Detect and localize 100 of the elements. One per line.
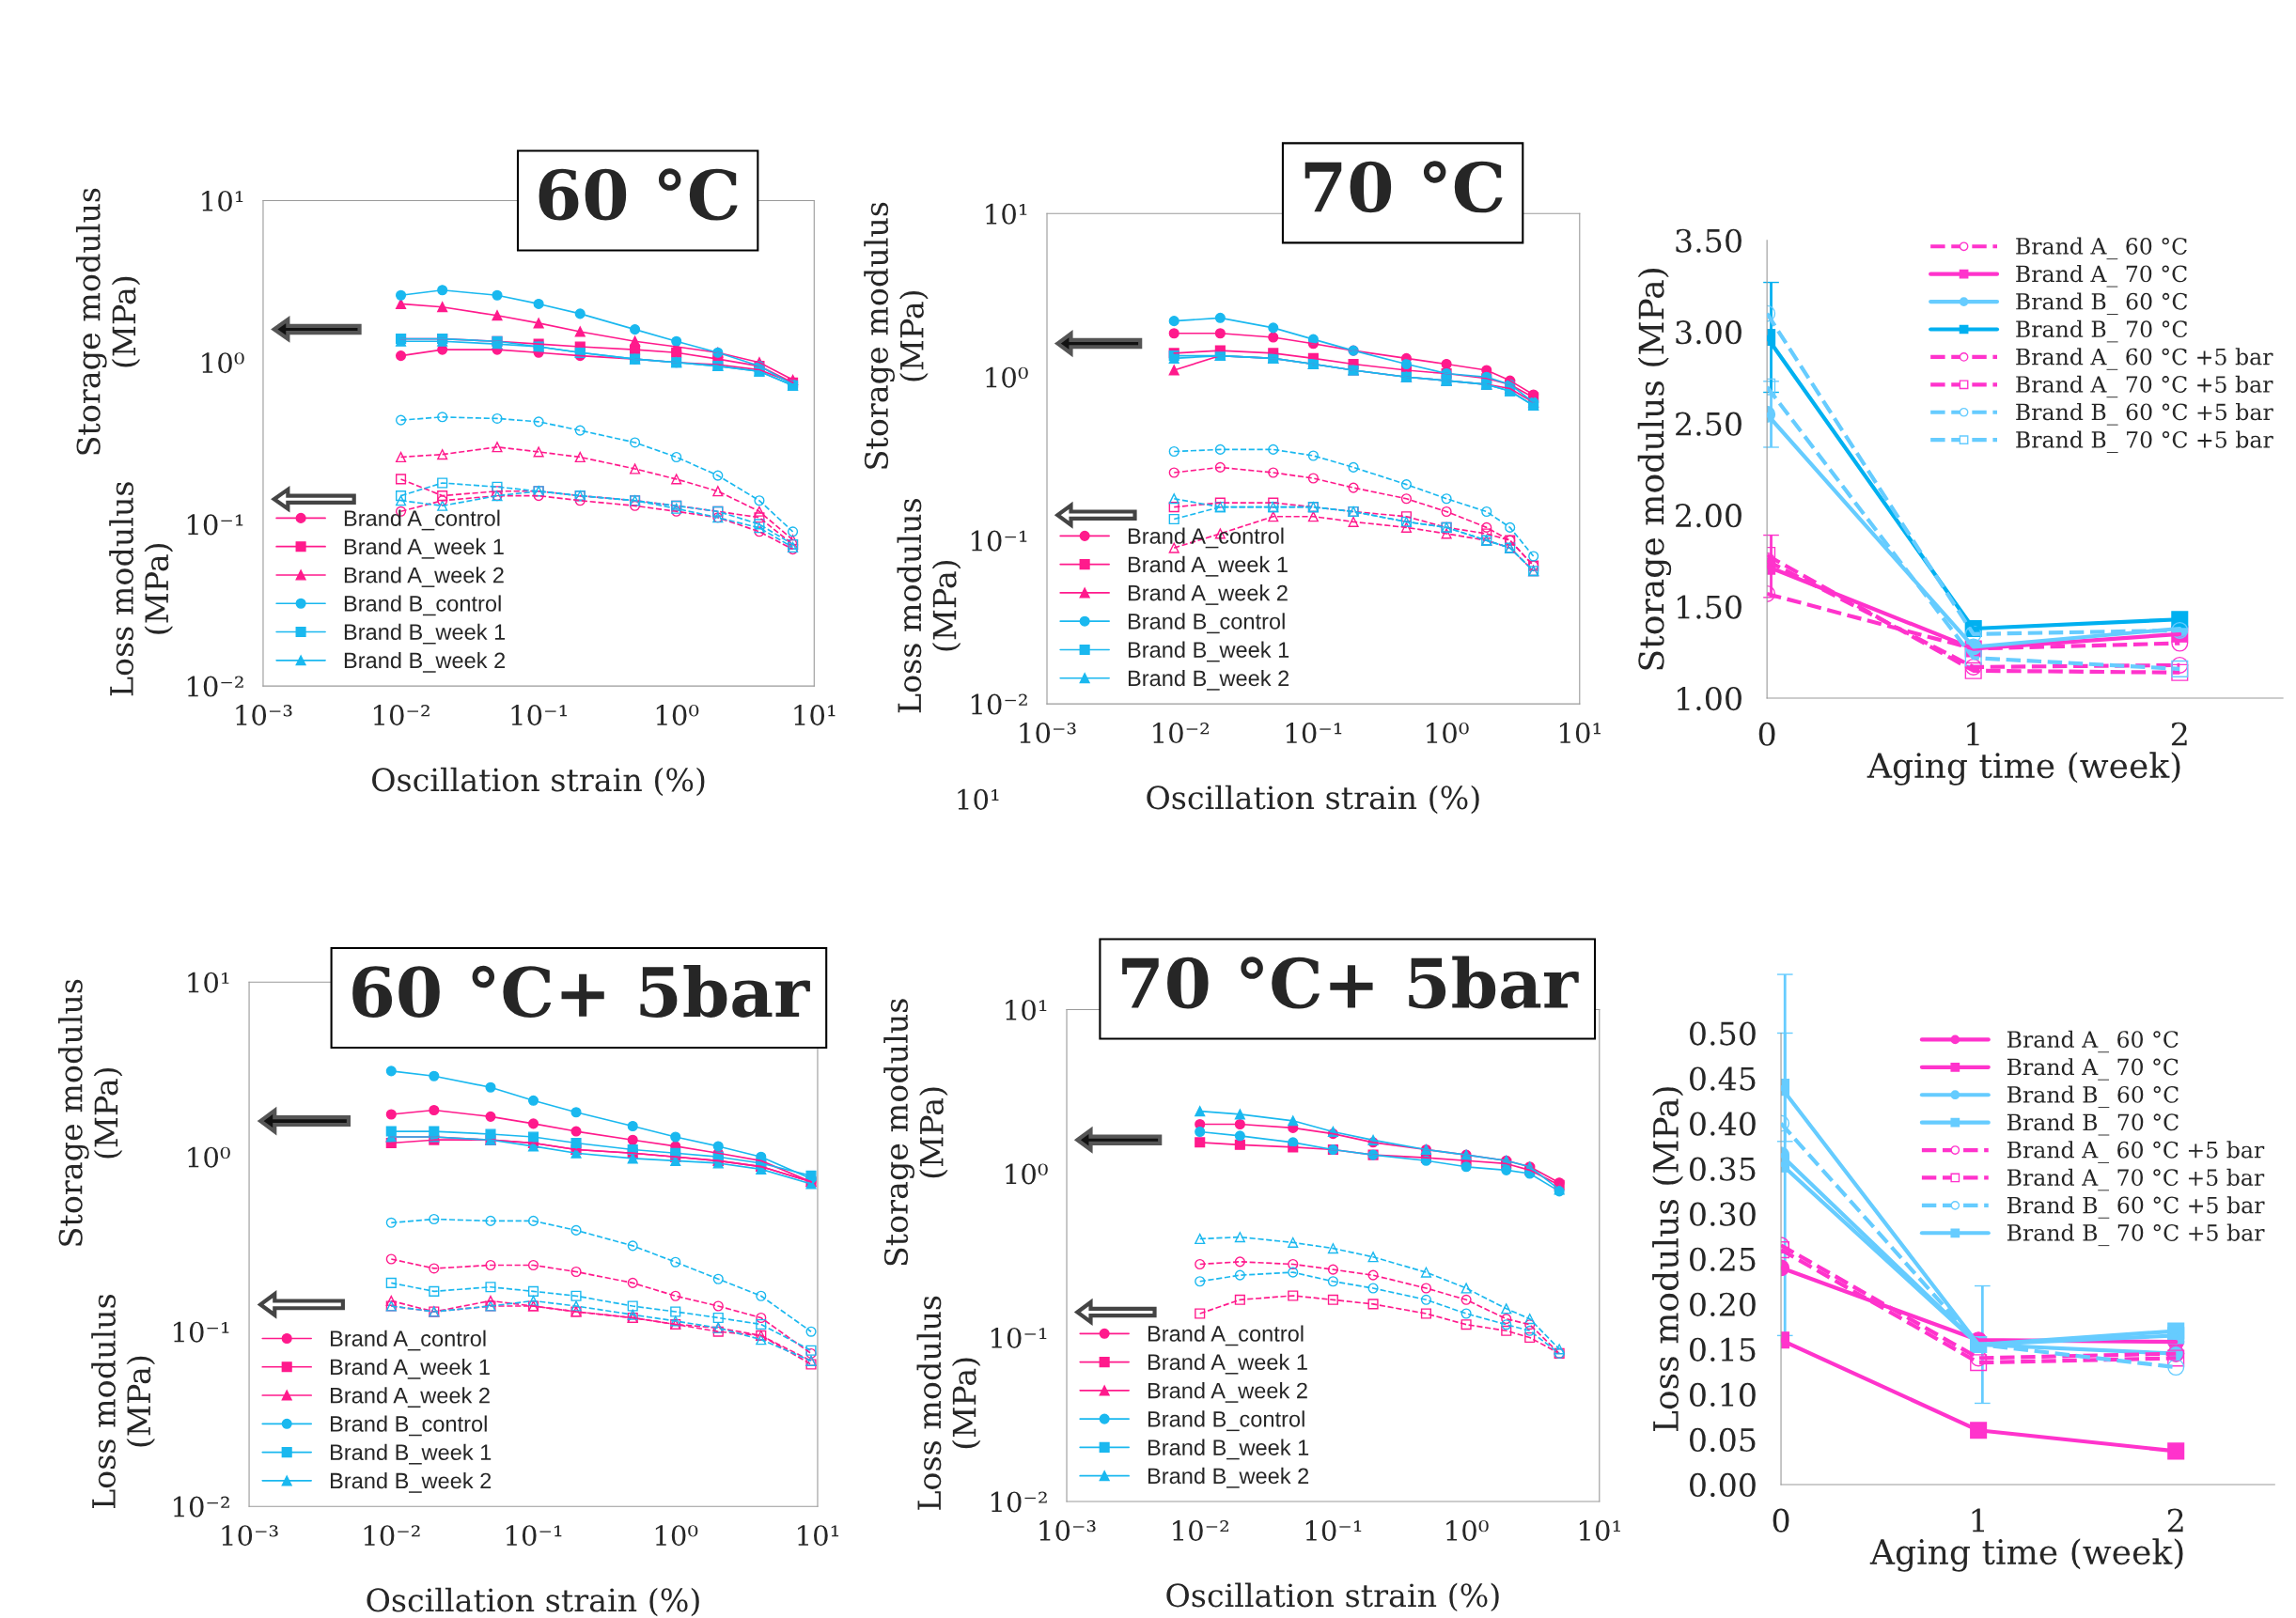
legend-label: Brand B_week 2 <box>344 651 506 673</box>
legend-label: Brand A_ 70 °C <box>2016 265 2187 288</box>
y-axis-title: Loss modulus (MPa) <box>1652 1087 1684 1432</box>
y-tick-label: 10¹ <box>986 203 1027 225</box>
legend-label: Brand A_week 2 <box>1148 1382 1307 1403</box>
y-tick-label: 0.25 <box>1690 1247 1756 1271</box>
y-tick-label: 0.40 <box>1690 1112 1756 1136</box>
x-axis-title: Aging time (week) <box>1869 1538 2183 1572</box>
y-tick-label: 0.15 <box>1690 1337 1756 1361</box>
text: Loss modulus (MPa) <box>91 1294 156 1509</box>
y-tick-label: 10⁰ <box>1006 1163 1048 1185</box>
y-tick-label: 2.50 <box>1676 412 1742 436</box>
y-tick-label: 10¹ <box>202 190 243 212</box>
x-axis-title: Aging time (week) <box>1866 752 2180 786</box>
x-tick-label: 0 <box>1758 722 1775 746</box>
legend-label: Brand B_week 1 <box>1148 1439 1309 1460</box>
x-tick-label: 10⁻² <box>364 1525 420 1547</box>
legend-label: Brand B_week 1 <box>1128 641 1289 662</box>
legend-label: Brand B_week 2 <box>1148 1467 1309 1488</box>
x-tick-label: 10⁻¹ <box>511 705 567 726</box>
y-tick-label: 0.00 <box>1690 1472 1756 1498</box>
legend-label: Brand A_week 2 <box>344 567 504 587</box>
legend-label: Brand B_week 1 <box>331 1443 492 1465</box>
y-tick-label: 1.00 <box>1677 686 1742 711</box>
y-tick-label: 10⁻¹ <box>971 530 1027 552</box>
x-tick-label: 10⁻³ <box>1039 1519 1096 1542</box>
legend-label: Brand B_ 60 °C <box>2016 292 2188 315</box>
legend-label: Brand A_week 2 <box>331 1387 490 1408</box>
x-tick-label: 10⁰ <box>655 1525 698 1547</box>
legend-label: Brand B_control <box>1128 613 1285 634</box>
x-tick-label: 10⁻² <box>1173 1519 1228 1542</box>
y-tick-label: 0.30 <box>1690 1202 1756 1226</box>
y-tick-label: 0.05 <box>1690 1427 1756 1453</box>
x-tick-label: 10⁰ <box>656 705 699 726</box>
legend-label: Brand B_week 2 <box>331 1472 492 1493</box>
x-axis-title: Oscillation strain (%) <box>1166 1582 1499 1612</box>
x-tick-label: 0 <box>1773 1508 1789 1532</box>
y-tick-label: 10⁻¹ <box>173 1321 229 1343</box>
legend-label: Brand B_ 60 °C <box>2007 1085 2179 1109</box>
x-axis-title: Oscillation strain (%) <box>367 1587 699 1617</box>
x-tick-label: 10⁻¹ <box>1286 723 1342 744</box>
y-axis-title: Storage modulus (MPa) <box>883 999 948 1266</box>
x-tick-label: 10⁰ <box>1427 723 1469 744</box>
chart-title: 60 °C <box>539 168 738 221</box>
legend-label: Brand A_control <box>331 1330 486 1351</box>
legend-label: Brand B_week 2 <box>1128 669 1289 691</box>
legend-label: Brand B_ 70 °C <box>2016 319 2188 343</box>
y-tick-label: 10⁻² <box>187 676 243 697</box>
y-axis-title: Storage modulus (MPa) <box>864 202 929 469</box>
x-tick-label: 10¹ <box>798 1525 839 1547</box>
legend-label: Brand B_ 70 °C <box>2007 1112 2179 1136</box>
x-tick-label: 10⁰ <box>1446 1519 1489 1542</box>
x-tick-label: 10⁻³ <box>236 705 292 726</box>
legend-label: Brand B_control <box>1148 1410 1304 1432</box>
legend-label: Brand B_ 60 °C +5 bar <box>2016 403 2273 426</box>
y-tick-label: 0.45 <box>1690 1066 1756 1091</box>
y-tick-label: 10⁻¹ <box>991 1327 1047 1349</box>
y-tick-label: 1.50 <box>1677 595 1742 619</box>
y-tick-label: 3.00 <box>1676 320 1742 345</box>
legend-label: Brand A_ 70 °C +5 bar <box>2007 1168 2265 1191</box>
legend-label: Brand B_control <box>344 595 501 616</box>
legend-label: Brand A_ 60 °C <box>2016 237 2187 260</box>
y-tick-label: 10⁻² <box>991 1491 1047 1513</box>
y-tick-label: 2.00 <box>1676 504 1742 528</box>
x-tick-label: 10¹ <box>794 705 836 726</box>
chart-title: 70 °C+ 5bar <box>1122 956 1579 1009</box>
x-tick-label: 10¹ <box>1559 723 1601 744</box>
x-tick-label: 10⁻¹ <box>506 1525 562 1547</box>
text: Loss modulus (MPa) <box>109 482 174 696</box>
legend-label: Brand B_ 60 °C +5 bar <box>2007 1196 2265 1219</box>
legend-label: Brand A_week 1 <box>331 1358 490 1379</box>
x-tick-label: 10⁻³ <box>1020 723 1076 744</box>
y-tick-label: 0.35 <box>1690 1157 1756 1181</box>
y-axis-title: Storage modulus (MPa) <box>1637 269 1672 670</box>
x-tick-label: 1 <box>1972 1508 1984 1532</box>
y-tick-label: 10⁰ <box>202 352 244 374</box>
legend-label: Brand B_ 70 °C +5 bar <box>2007 1223 2265 1247</box>
legend-label: Brand A_week 1 <box>344 537 504 559</box>
x-axis-title: Oscillation strain (%) <box>372 767 705 797</box>
legend-label: Brand B_ 70 °C +5 bar <box>2016 430 2273 453</box>
y-tick-label: 10⁰ <box>986 366 1028 388</box>
chart-title: 70 °C <box>1304 161 1503 213</box>
x-tick-label: 1 <box>1967 722 1979 746</box>
x-tick-label: 2 <box>2167 1508 2183 1532</box>
legend-label: Brand A_week 2 <box>1128 584 1288 605</box>
y-axis-title: Storage modulus (MPa) <box>57 979 123 1246</box>
x-tick-label: 2 <box>2171 722 2187 746</box>
y-axis-title: Storage modulus (MPa) <box>75 188 141 455</box>
chart-title: 60 °C+ 5bar <box>352 965 810 1018</box>
legend-label: Brand A_ 60 °C +5 bar <box>2016 348 2273 370</box>
x-tick-label: 10⁻³ <box>222 1525 278 1547</box>
y-tick-label: 0.50 <box>1690 1021 1756 1046</box>
legend-label: Brand A_ 60 °C +5 bar <box>2007 1141 2265 1163</box>
legend-label: Brand A_ 60 °C <box>2007 1030 2179 1053</box>
legend-label: Brand A_ 70 °C +5 bar <box>2016 375 2273 398</box>
y-tick-label: 0.20 <box>1690 1292 1756 1316</box>
y-tick-label: 0.10 <box>1690 1382 1756 1407</box>
x-tick-label: 10⁻² <box>374 705 430 726</box>
legend-label: Brand A_week 1 <box>1148 1353 1307 1375</box>
y-tick-label: 10¹ <box>188 972 229 993</box>
